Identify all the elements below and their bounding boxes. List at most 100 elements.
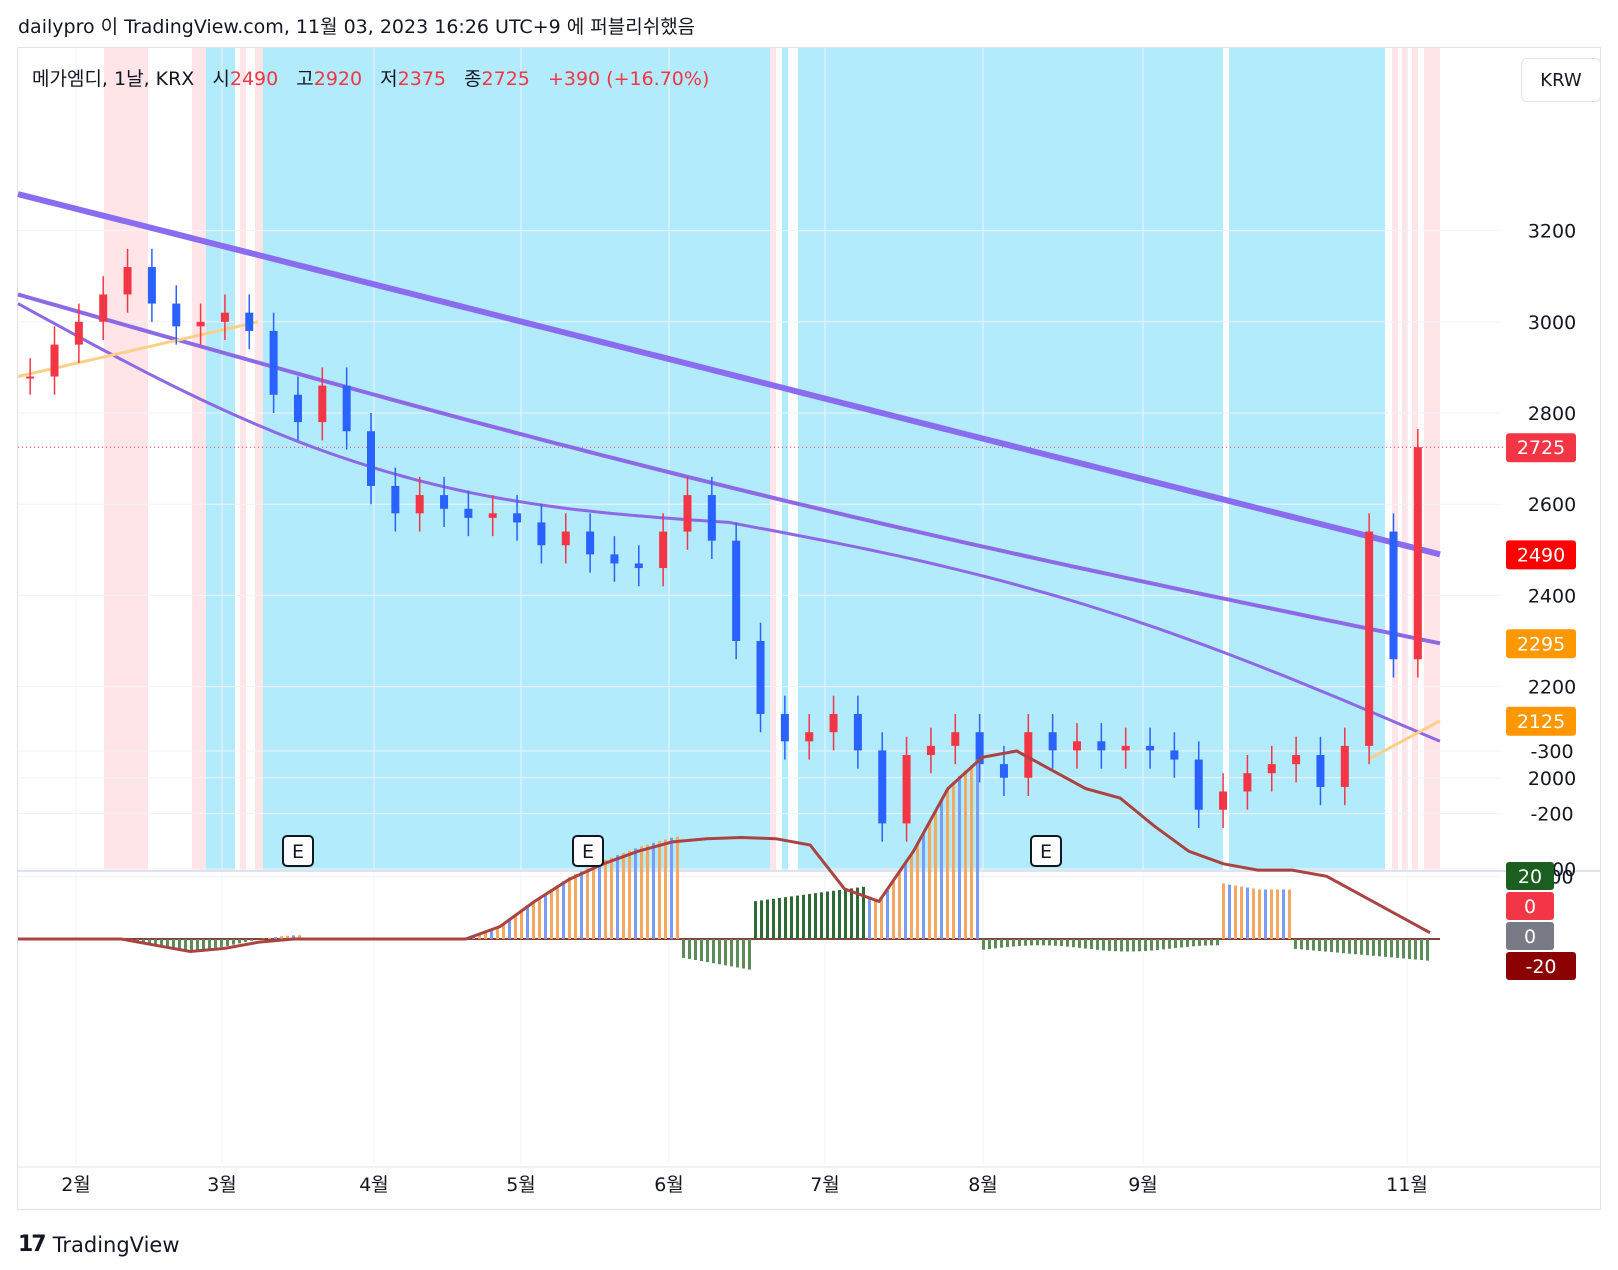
candle-body bbox=[1389, 531, 1398, 660]
candle-body bbox=[123, 267, 132, 295]
histogram-bar bbox=[922, 833, 925, 939]
session-band bbox=[240, 48, 246, 870]
candle-body bbox=[367, 431, 375, 486]
histogram-bar bbox=[742, 939, 745, 969]
candle-body bbox=[99, 294, 108, 322]
histogram-bar bbox=[790, 896, 793, 939]
histogram-bar bbox=[1018, 939, 1021, 947]
histogram-bar bbox=[1180, 939, 1183, 948]
histogram-bar bbox=[658, 841, 661, 939]
earnings-marker bbox=[572, 835, 604, 867]
histogram-bar bbox=[628, 850, 631, 939]
histogram-bar bbox=[1000, 939, 1003, 948]
session-band bbox=[206, 48, 235, 870]
histogram-bar bbox=[1246, 887, 1249, 939]
histogram-bar bbox=[814, 893, 817, 939]
histogram-bar bbox=[1312, 939, 1315, 951]
histogram-bar bbox=[1426, 939, 1429, 961]
histogram-bar bbox=[748, 939, 751, 970]
histogram-bar bbox=[604, 859, 607, 939]
histogram-bar bbox=[952, 781, 955, 939]
histogram-bar bbox=[502, 924, 505, 939]
histogram-bar bbox=[1378, 939, 1381, 957]
osc-badge: 0 bbox=[1524, 896, 1536, 918]
candle-body bbox=[245, 312, 254, 331]
histogram-bar bbox=[574, 874, 577, 939]
osc-badge-box bbox=[1506, 862, 1554, 890]
candle-body bbox=[1073, 741, 1081, 751]
histogram-bar bbox=[1384, 939, 1387, 957]
histogram-bar bbox=[472, 936, 475, 939]
x-tick-label: 11월 bbox=[1386, 1174, 1428, 1196]
candle-body bbox=[707, 495, 716, 541]
osc-badge: 0 bbox=[1524, 926, 1536, 948]
histogram-bar bbox=[1306, 939, 1309, 950]
price-label-box bbox=[1506, 706, 1576, 736]
session-band bbox=[782, 48, 788, 870]
histogram-bar bbox=[1030, 939, 1033, 946]
x-tick-label: 3월 bbox=[207, 1174, 237, 1196]
price-label-box bbox=[1506, 433, 1576, 463]
histogram-bar bbox=[1228, 884, 1231, 939]
osc-tick-label: -200 bbox=[1530, 804, 1573, 826]
candle-body bbox=[659, 531, 668, 569]
histogram-bar bbox=[1234, 885, 1237, 939]
histogram-bar bbox=[652, 842, 655, 939]
session-band bbox=[1402, 48, 1408, 870]
histogram-bar bbox=[514, 915, 517, 939]
session-band bbox=[1424, 48, 1440, 870]
histogram-bar bbox=[778, 897, 781, 939]
histogram-bar bbox=[1264, 889, 1267, 939]
histogram-bar bbox=[754, 901, 757, 939]
candle-body bbox=[1170, 750, 1179, 760]
earnings-label: E bbox=[1040, 841, 1052, 863]
histogram-bar bbox=[1066, 939, 1069, 947]
histogram-bar bbox=[964, 770, 967, 939]
candle-body bbox=[999, 764, 1008, 778]
histogram-bar bbox=[1390, 939, 1393, 958]
histogram-bar bbox=[178, 939, 181, 949]
histogram-bar bbox=[1138, 939, 1141, 952]
histogram-bar bbox=[484, 932, 487, 939]
price-label: 2490 bbox=[1517, 544, 1565, 566]
session-band bbox=[770, 48, 776, 870]
candle-body bbox=[269, 330, 278, 395]
candle-body bbox=[1121, 745, 1130, 751]
candle-body bbox=[951, 732, 960, 746]
candle-body bbox=[780, 713, 789, 742]
histogram-bar bbox=[1210, 939, 1213, 946]
histogram-bar bbox=[610, 857, 613, 939]
currency-button[interactable]: KRW bbox=[1521, 58, 1601, 102]
candle-body bbox=[1340, 745, 1349, 787]
histogram-bar bbox=[244, 939, 247, 943]
change-value: +390 (+16.70%) bbox=[547, 68, 710, 90]
histogram-bar bbox=[1198, 939, 1201, 946]
histogram-bar bbox=[550, 889, 553, 939]
histogram-bar bbox=[934, 811, 937, 939]
session-band bbox=[1229, 48, 1385, 870]
candle-body bbox=[878, 750, 887, 824]
ma-line-short bbox=[17, 302, 1441, 743]
histogram-bar bbox=[820, 892, 823, 939]
symbol-label[interactable]: 메가엠디, 1날, KRX bbox=[32, 68, 195, 90]
histogram-bar bbox=[694, 939, 697, 960]
candle-body bbox=[586, 531, 595, 555]
histogram-bar bbox=[256, 939, 259, 940]
histogram-bar bbox=[202, 939, 205, 950]
open-value: 2490 bbox=[229, 68, 279, 90]
price-label: 2725 bbox=[1517, 437, 1565, 459]
tradingview-logo[interactable]: 17 TradingView bbox=[18, 1232, 180, 1257]
y-tick-label: 2600 bbox=[1528, 494, 1576, 516]
histogram-bar bbox=[1096, 939, 1099, 950]
histogram-bar bbox=[1270, 889, 1273, 939]
histogram-bar bbox=[1372, 939, 1375, 956]
histogram-bar bbox=[1072, 939, 1075, 948]
histogram-bar bbox=[1036, 939, 1039, 946]
histogram-bar bbox=[286, 935, 289, 939]
candle-body bbox=[74, 321, 83, 345]
histogram-bar bbox=[184, 939, 187, 950]
histogram-bar bbox=[196, 939, 199, 950]
histogram-bar bbox=[1162, 939, 1165, 950]
histogram-bar bbox=[1090, 939, 1093, 950]
